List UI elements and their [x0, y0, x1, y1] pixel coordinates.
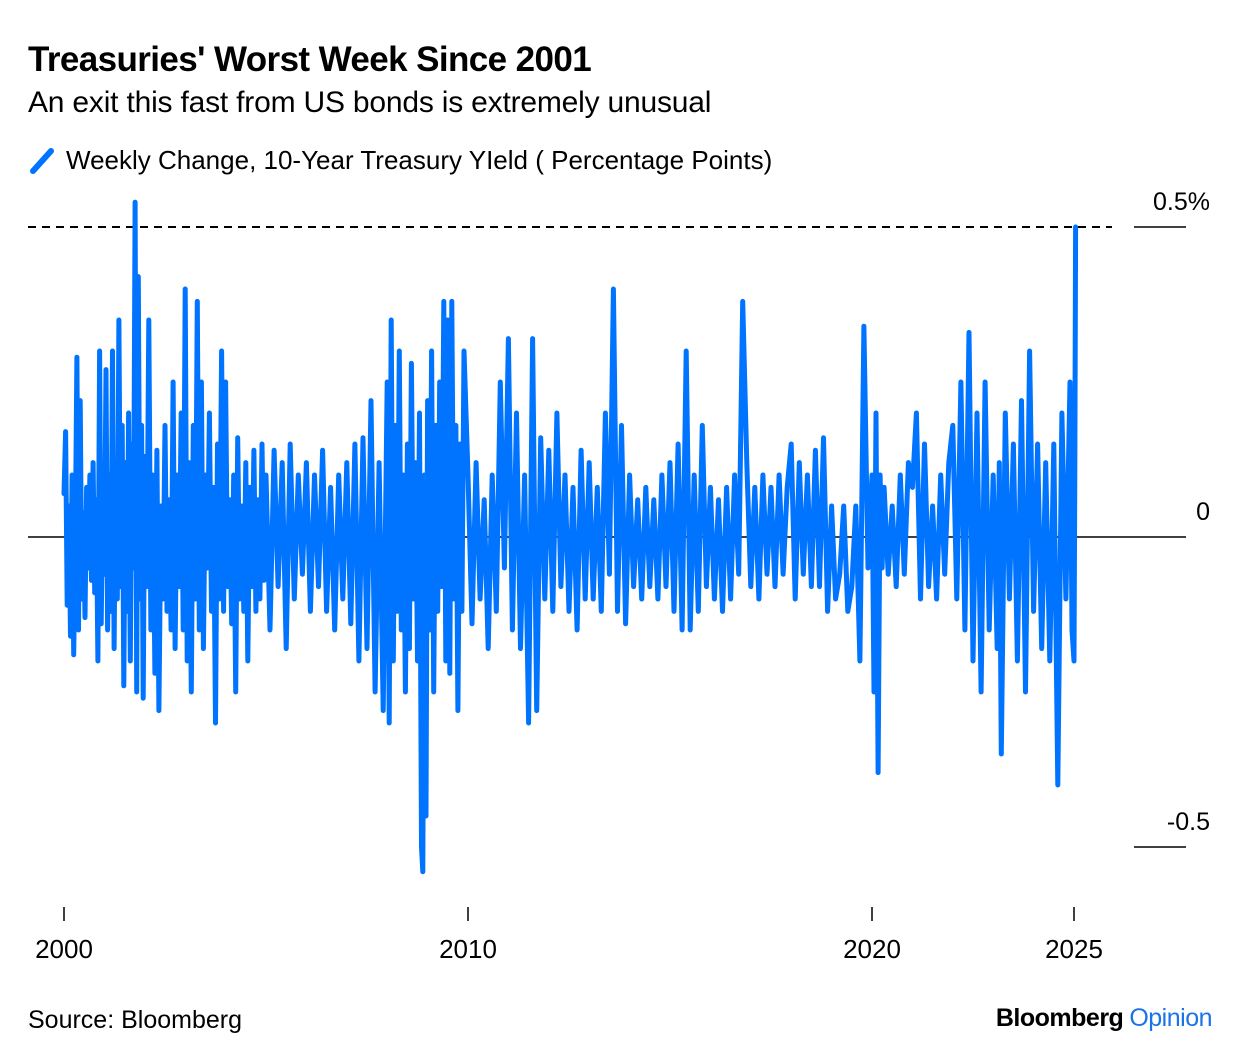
brand-secondary: Opinion: [1129, 1004, 1212, 1032]
series-layer: [61, 199, 1079, 875]
source-note: Source: Bloomberg: [28, 1006, 243, 1034]
brand-primary: Bloomberg: [995, 1004, 1124, 1032]
legend-line-icon: [30, 147, 54, 174]
x-tick-label-2: 2020: [843, 934, 901, 964]
labels-layer: 0.5% 0 -0.5 2000 2010 2020 2025: [35, 188, 1210, 964]
chart-subtitle: An exit this fast from US bonds is extre…: [28, 86, 712, 119]
brand-logo: Bloomberg Opinion: [995, 1004, 1213, 1033]
chart-title: Treasuries' Worst Week Since 2001: [28, 40, 592, 79]
y-tick-label-2: -0.5: [1167, 808, 1210, 836]
y-tick-label-0: 0.5%: [1153, 188, 1210, 216]
series-line-0: [61, 199, 1079, 875]
legend-label: Weekly Change, 10-Year Treasury YIeld ( …: [66, 145, 773, 175]
line-chart: 0.5% 0 -0.5 2000 2010 2020 2025: [28, 188, 1210, 964]
y-tick-label-1: 0: [1196, 498, 1210, 526]
x-tick-label-0: 2000: [35, 934, 93, 964]
x-tick-label-3: 2025: [1045, 934, 1103, 964]
chart-legend: Weekly Change, 10-Year Treasury YIeld ( …: [28, 145, 772, 176]
x-tick-label-1: 2010: [439, 934, 497, 964]
